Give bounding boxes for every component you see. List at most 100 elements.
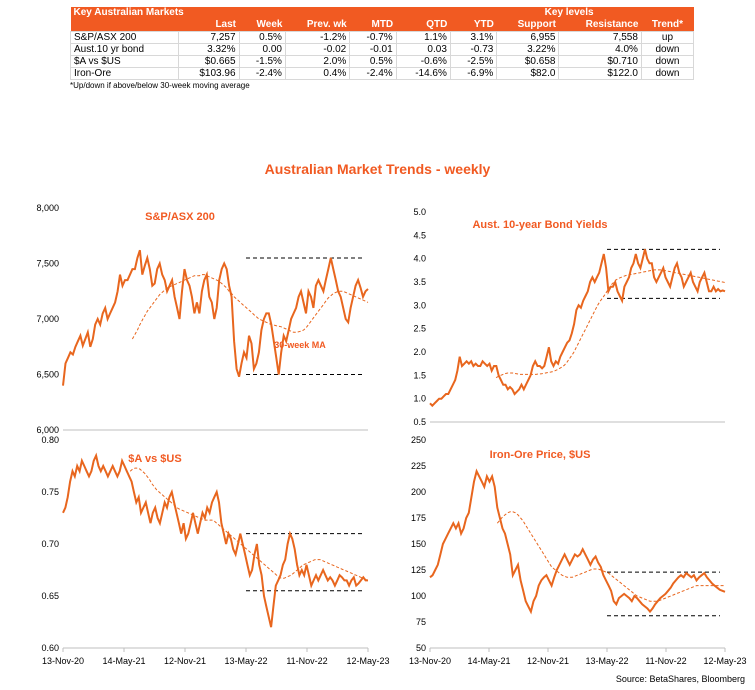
price-line	[62, 452, 368, 628]
table-title: Key Australian Markets	[70, 7, 350, 19]
y-tick-label: 0.80	[41, 435, 59, 445]
y-tick-label: 4.5	[413, 230, 426, 240]
y-tick-label: 200	[411, 487, 426, 497]
table-cell: -1.2%	[284, 31, 351, 44]
panel-title: $A vs $US	[128, 453, 181, 465]
column-header	[70, 19, 179, 32]
y-tick-label: 250	[411, 435, 426, 445]
x-tick-label: 12-Nov-21	[164, 656, 206, 666]
table-cell: -2.4%	[238, 67, 286, 80]
y-tick-label: 3.5	[413, 277, 426, 287]
x-tick-label: 13-Nov-20	[42, 656, 84, 666]
y-tick-label: 175	[411, 513, 426, 523]
table-cell: $122.0	[558, 67, 642, 80]
price-line	[62, 249, 369, 386]
key-levels-label: Key levels	[496, 7, 642, 19]
y-tick-label: 6,000	[36, 425, 59, 435]
table-row: $A vs $US $0.665 -1.5% 2.0% 0.5% -0.6% -2.5% $0…	[69, 55, 695, 68]
table-cell: -0.01	[349, 43, 397, 56]
x-tick-label: 12-May-23	[703, 656, 746, 666]
column-header: QTD	[396, 19, 451, 32]
y-tick-label: 0.75	[41, 487, 59, 497]
x-tick-label: 13-May-22	[585, 656, 628, 666]
column-header: Trend*	[641, 19, 694, 32]
table-header-row-2: Last Week Prev. wk MTD QTD YTD Support Resistan…	[70, 19, 694, 32]
table-cell: $103.96	[178, 67, 240, 80]
source-note: Source: BetaShares, Bloomberg	[615, 674, 745, 684]
y-tick-label: 0.60	[41, 643, 59, 653]
table-cell: 4.0%	[558, 43, 642, 56]
table-cell: -6.9%	[449, 67, 498, 80]
markets-table-container: Key Australian Markets Key levels Last We…	[69, 7, 695, 90]
y-tick-label: 225	[411, 461, 426, 471]
table-row: Iron-Ore $103.96 -2.4% 0.4% -2.4% -14.6% -6.9%…	[69, 67, 695, 80]
table-cell: down	[640, 67, 695, 80]
y-tick-label: 150	[411, 539, 426, 549]
price-line	[429, 468, 726, 615]
table-cell: 1.1%	[395, 31, 451, 44]
table-cell: 3.1%	[449, 31, 498, 44]
main-title: Australian Market Trends - weekly	[264, 161, 491, 177]
table-cell: -0.02	[284, 43, 351, 56]
y-tick-label: 50	[416, 643, 426, 653]
x-tick-label: 13-May-22	[224, 656, 267, 666]
table-cell: -14.6%	[395, 67, 451, 80]
column-header: MTD	[349, 19, 397, 32]
table-cell: 0.4%	[284, 67, 351, 80]
x-tick-label: 11-Nov-22	[645, 656, 686, 666]
table-cell: $0.710	[558, 55, 642, 68]
table-cell: 0.00	[238, 43, 286, 56]
panel-title: Iron-Ore Price, $US	[490, 449, 591, 461]
moving-average-line	[129, 467, 369, 581]
table-cell: -0.6%	[395, 55, 451, 68]
table-cell: 2.0%	[284, 55, 351, 68]
y-tick-label: 1.0	[413, 394, 426, 404]
y-tick-label: 7,500	[36, 259, 59, 269]
table-cell: -1.5%	[238, 55, 286, 68]
table-cell: Aust.10 yr bond	[69, 43, 180, 56]
price-line	[429, 249, 726, 408]
y-tick-label: 3.0	[413, 300, 426, 310]
column-header: Resistance	[558, 19, 642, 32]
table-cell: $A vs $US	[69, 55, 180, 68]
table-cell: 7,558	[558, 31, 642, 44]
column-header: Week	[239, 19, 286, 32]
column-header: Support	[496, 19, 559, 32]
column-header: Last	[178, 19, 240, 32]
table-header-row-1: Key Australian Markets Key levels	[70, 7, 694, 19]
table-row: S&P/ASX 200 7,257 0.5% -1.2% -0.7% 1.1% 3.1% 6,…	[69, 31, 695, 44]
x-tick-label: 14-May-21	[467, 656, 510, 666]
y-tick-label: 6,500	[36, 370, 59, 380]
table-footnote: *Up/down if above/below 30-week moving a…	[70, 81, 250, 90]
table-cell: 0.03	[395, 43, 451, 56]
x-tick-label: 14-May-21	[102, 656, 145, 666]
table-cell: $0.665	[178, 55, 240, 68]
table-cell: 3.32%	[178, 43, 240, 56]
table-cell: Iron-Ore	[69, 67, 180, 80]
moving-average-line	[496, 511, 725, 602]
table-cell: 7,257	[178, 31, 240, 44]
panel-title: Aust. 10-year Bond Yields	[472, 219, 607, 231]
x-tick-label: 12-May-23	[346, 656, 389, 666]
moving-average-line	[131, 274, 369, 340]
table-cell: 0.5%	[349, 55, 397, 68]
table-cell: -0.73	[449, 43, 498, 56]
y-tick-label: 2.5	[413, 324, 426, 334]
y-tick-label: 8,000	[36, 203, 59, 213]
x-tick-label: 12-Nov-21	[527, 656, 569, 666]
panel-title: S&P/ASX 200	[145, 211, 215, 223]
table-cell: S&P/ASX 200	[69, 31, 180, 44]
y-tick-label: 0.5	[413, 417, 426, 427]
table-cell: down	[640, 55, 695, 68]
y-tick-label: 7,000	[36, 314, 59, 324]
y-tick-label: 4.0	[413, 254, 426, 264]
aud-usd-chart: 0.60 0.65 0.70 0.75 0.80 13-Nov-20 14-May-21 12…	[41, 435, 389, 666]
y-tick-label: 1.5	[413, 370, 426, 380]
table-cell: $82.0	[496, 67, 560, 80]
y-tick-label: 5.0	[413, 207, 426, 217]
table-cell: 0.5%	[238, 31, 286, 44]
iron-ore-chart: 50 75 100 125 150 175 200 225 250 13-Nov-20 14-May…	[409, 435, 747, 666]
table-cell: -2.4%	[349, 67, 397, 80]
table-row: Aust.10 yr bond 3.32% 0.00 -0.02 -0.01 0.03 -0…	[69, 43, 695, 56]
table-cell: 6,955	[496, 31, 560, 44]
